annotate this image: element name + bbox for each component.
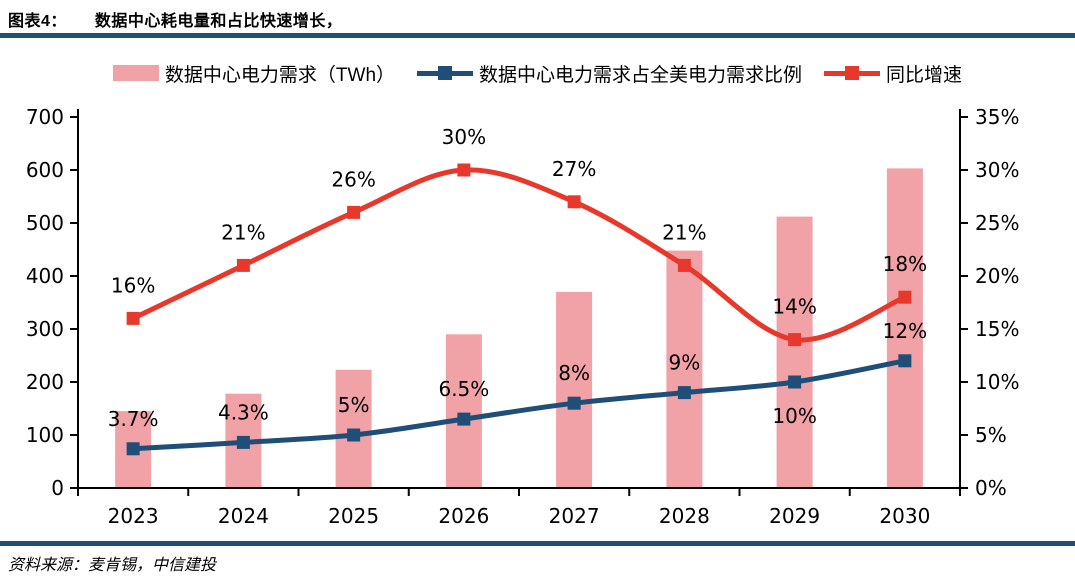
data-label-2027: 8% [558, 361, 590, 385]
left-axis-tick-label: 0 [51, 476, 64, 500]
right-axis-tick-label: 0% [975, 476, 1007, 500]
marker-2027 [567, 195, 581, 209]
x-axis-label-2030: 2030 [879, 504, 930, 528]
footer-rule [0, 541, 1075, 546]
data-label-2024: 4.3% [218, 400, 269, 424]
right-axis-tick-label: 30% [975, 158, 1019, 182]
bars-series [115, 168, 923, 488]
line-square-blue-icon [417, 65, 474, 81]
x-axis-label-2025: 2025 [328, 504, 379, 528]
legend-item-growth: 同比增速 [824, 60, 962, 87]
data-label-2028: 9% [669, 351, 701, 375]
data-label-2025: 26% [331, 167, 375, 191]
right-axis-tick-label: 10% [975, 370, 1019, 394]
data-label-2028: 21% [662, 220, 706, 244]
legend-item-share: 数据中心电力需求占全美电力需求比例 [417, 60, 802, 87]
bar-2026 [445, 334, 482, 488]
data-label-2025: 5% [338, 393, 370, 417]
figure-title: 数据中心耗电量和占比快速增长， [94, 13, 343, 30]
marker-2030 [898, 290, 912, 304]
marker-2024 [236, 258, 250, 272]
marker-2025 [347, 205, 361, 219]
figure-label: 图表4： [8, 13, 67, 30]
line-path [130, 167, 908, 343]
marker-2023 [126, 442, 140, 456]
legend-label-growth: 同比增速 [886, 64, 963, 86]
left-axis-tick-label: 500 [26, 211, 64, 235]
data-label-2030: 12% [883, 319, 927, 343]
line-square-red-icon [824, 65, 881, 81]
marker-2028 [677, 258, 691, 272]
left-axis-tick-label: 700 [26, 105, 64, 129]
right-axis-tick-label: 5% [975, 423, 1007, 447]
bar-swatch-icon [112, 65, 159, 81]
data-label-2029: 10% [772, 404, 816, 428]
data-label-2026: 6.5% [438, 377, 489, 401]
x-axis-label-2028: 2028 [659, 504, 710, 528]
marker-2028 [677, 386, 691, 400]
data-label-2024: 21% [221, 220, 265, 244]
data-label-2023: 3.7% [108, 407, 159, 431]
growth-line-series: 16% 21% 26% 30% 27% 21% 14% 18% [111, 125, 927, 347]
left-axis-tick-label: 600 [26, 158, 64, 182]
bar-2028 [666, 250, 703, 488]
bar-2030 [886, 168, 923, 488]
x-axis-label-2029: 2029 [769, 504, 820, 528]
marker-2027 [567, 396, 581, 410]
data-label-2030: 18% [883, 252, 927, 276]
marker-2023 [126, 311, 140, 325]
line-path [130, 358, 908, 452]
left-axis-tick-label: 300 [26, 317, 64, 341]
bar-2029 [776, 216, 813, 488]
right-axis-tick-label: 20% [975, 264, 1019, 288]
x-axis-label-2027: 2027 [549, 504, 600, 528]
share-line-series: 3.7% 4.3% 5% 6.5% 8% 9% 10% 12% [108, 319, 927, 456]
data-label-2026: 30% [442, 125, 486, 149]
left-axis-tick-label: 200 [26, 370, 64, 394]
bar-2027 [556, 291, 593, 488]
data-label-2023: 16% [111, 273, 155, 297]
legend-label-demand: 数据中心电力需求（TWh） [164, 64, 396, 86]
legend-label-share: 数据中心电力需求占全美电力需求比例 [479, 64, 803, 86]
x-axis-label-2026: 2026 [438, 504, 489, 528]
chart-canvas: 0 100 200 300 400 500 600 700 0% 5% 10% 15% 20% 25% 30… [26, 105, 1020, 528]
marker-2029 [788, 375, 802, 389]
right-axis-tick-label: 35% [975, 105, 1019, 129]
marker-2030 [898, 354, 912, 368]
figure-header: 图表4： 数据中心耗电量和占比快速增长， [8, 7, 1068, 31]
chart-legend: 数据中心电力需求（TWh） 数据中心电力需求占全美电力需求比例 同比增速 [0, 58, 1075, 88]
title-rule [0, 33, 1075, 38]
marker-2024 [236, 435, 250, 449]
source-note: 资料来源：麦肯锡，中信建投 [8, 557, 217, 574]
x-axis-label-2023: 2023 [108, 504, 159, 528]
marker-2025 [347, 428, 361, 442]
x-axis-label-2024: 2024 [218, 504, 269, 528]
axes: 0 100 200 300 400 500 600 700 0% 5% 10% 15% 20% 25% 30… [26, 105, 1020, 528]
legend-item-demand: 数据中心电力需求（TWh） [112, 60, 396, 87]
left-axis-tick-label: 100 [26, 423, 64, 447]
marker-2026 [457, 412, 471, 426]
marker-2026 [457, 163, 471, 177]
data-label-2027: 27% [552, 157, 596, 181]
data-label-2029: 14% [772, 295, 816, 319]
right-axis-tick-label: 15% [975, 317, 1019, 341]
right-axis-tick-label: 25% [975, 211, 1019, 235]
marker-2029 [788, 333, 802, 347]
left-axis-tick-label: 400 [26, 264, 64, 288]
chart-area: 0 100 200 300 400 500 600 700 0% 5% 10% 15% 20% 25% 30… [0, 95, 1075, 540]
